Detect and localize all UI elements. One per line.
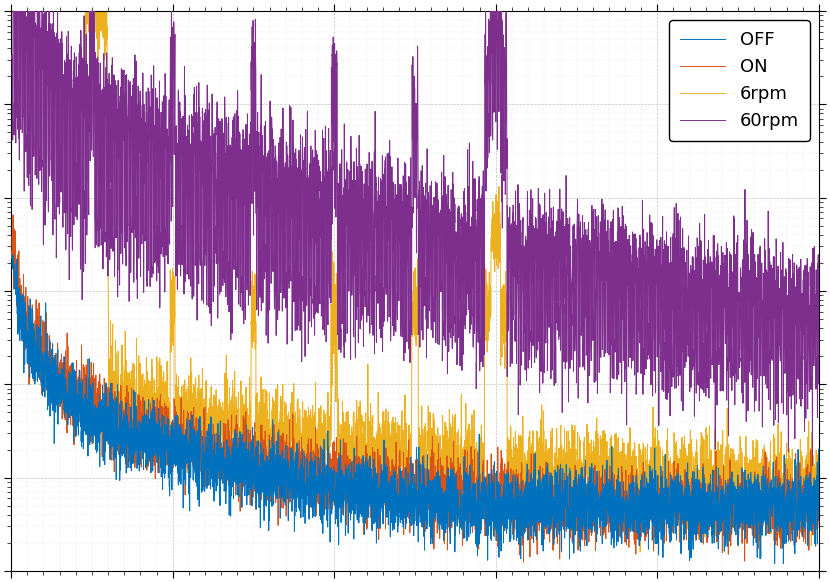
60rpm [491,19,501,26]
6rpm [609,469,619,476]
OFF [491,505,501,512]
ON [519,559,529,566]
OFF [814,517,824,524]
6rpm [814,505,824,512]
6rpm [315,423,325,430]
6rpm [532,455,542,462]
OFF [671,516,681,523]
6rpm [635,548,645,555]
60rpm [315,233,325,240]
Line: OFF: OFF [12,254,819,563]
6rpm [154,392,164,399]
Line: 6rpm: 6rpm [12,0,819,552]
ON [7,233,17,240]
OFF [779,560,788,567]
ON [609,471,619,478]
Line: ON: ON [12,215,819,562]
ON [814,499,824,506]
ON [532,540,542,546]
60rpm [7,55,17,62]
ON [491,508,501,515]
OFF [7,251,17,258]
60rpm [609,242,619,249]
6rpm [671,494,681,501]
6rpm [491,191,501,198]
OFF [7,252,17,259]
Legend: OFF, ON, 6rpm, 60rpm: OFF, ON, 6rpm, 60rpm [670,20,810,141]
ON [8,211,18,218]
OFF [315,443,325,450]
ON [671,491,681,498]
60rpm [814,352,824,359]
Line: 60rpm: 60rpm [12,0,819,466]
60rpm [154,153,164,160]
OFF [532,491,542,498]
OFF [609,517,619,524]
ON [154,430,164,436]
60rpm [532,225,542,232]
ON [315,499,325,506]
OFF [154,405,164,412]
60rpm [671,285,681,292]
60rpm [808,462,818,469]
